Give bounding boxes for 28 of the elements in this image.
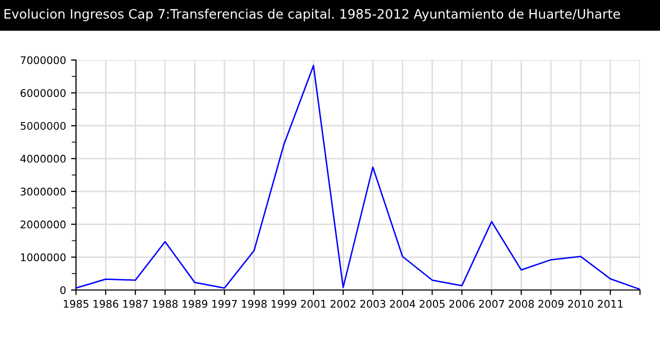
x-tick-label: 1987: [123, 300, 148, 308]
x-tick-label: 2002: [330, 300, 356, 308]
y-tick-label: 2000000: [20, 220, 66, 228]
chart-title: Evolucion Ingresos Cap 7:Transferencias de capital. 1985-2012 Ayuntamiento de Huarte/Uharte: [4, 8, 620, 22]
x-tick-label: 2007: [479, 300, 504, 308]
x-tick-label: 1986: [94, 300, 118, 308]
x-tick-label: 2011: [598, 300, 623, 308]
y-tick-label: 4000000: [20, 154, 66, 163]
y-tick-label: 1000000: [21, 253, 66, 262]
x-tick-label: 2005: [420, 300, 445, 308]
x-tick-label: 2006: [449, 300, 474, 308]
y-tick-label: 3000000: [20, 188, 66, 196]
x-tick-label: 1997: [212, 300, 237, 308]
x-tick-label: 1989: [182, 300, 208, 308]
x-tick-label: 1999: [272, 300, 296, 308]
y-tick-label: 7000000: [20, 56, 66, 64]
x-tick-label: 2001: [300, 300, 326, 308]
x-tick-label: 1988: [152, 300, 178, 308]
x-tick-label: 2009: [538, 300, 564, 308]
y-tick-label: 6000000: [20, 89, 66, 97]
x-tick-label: 1998: [242, 300, 267, 308]
y-tick-label: 0: [60, 286, 66, 294]
x-tick-label: 2008: [508, 300, 534, 308]
y-tick-label: 5000000: [20, 122, 66, 130]
x-tick-label: 2010: [568, 300, 594, 308]
x-tick-label: 2004: [390, 300, 416, 308]
x-tick-label: 2003: [360, 300, 386, 308]
x-tick-label: 1985: [64, 300, 88, 308]
